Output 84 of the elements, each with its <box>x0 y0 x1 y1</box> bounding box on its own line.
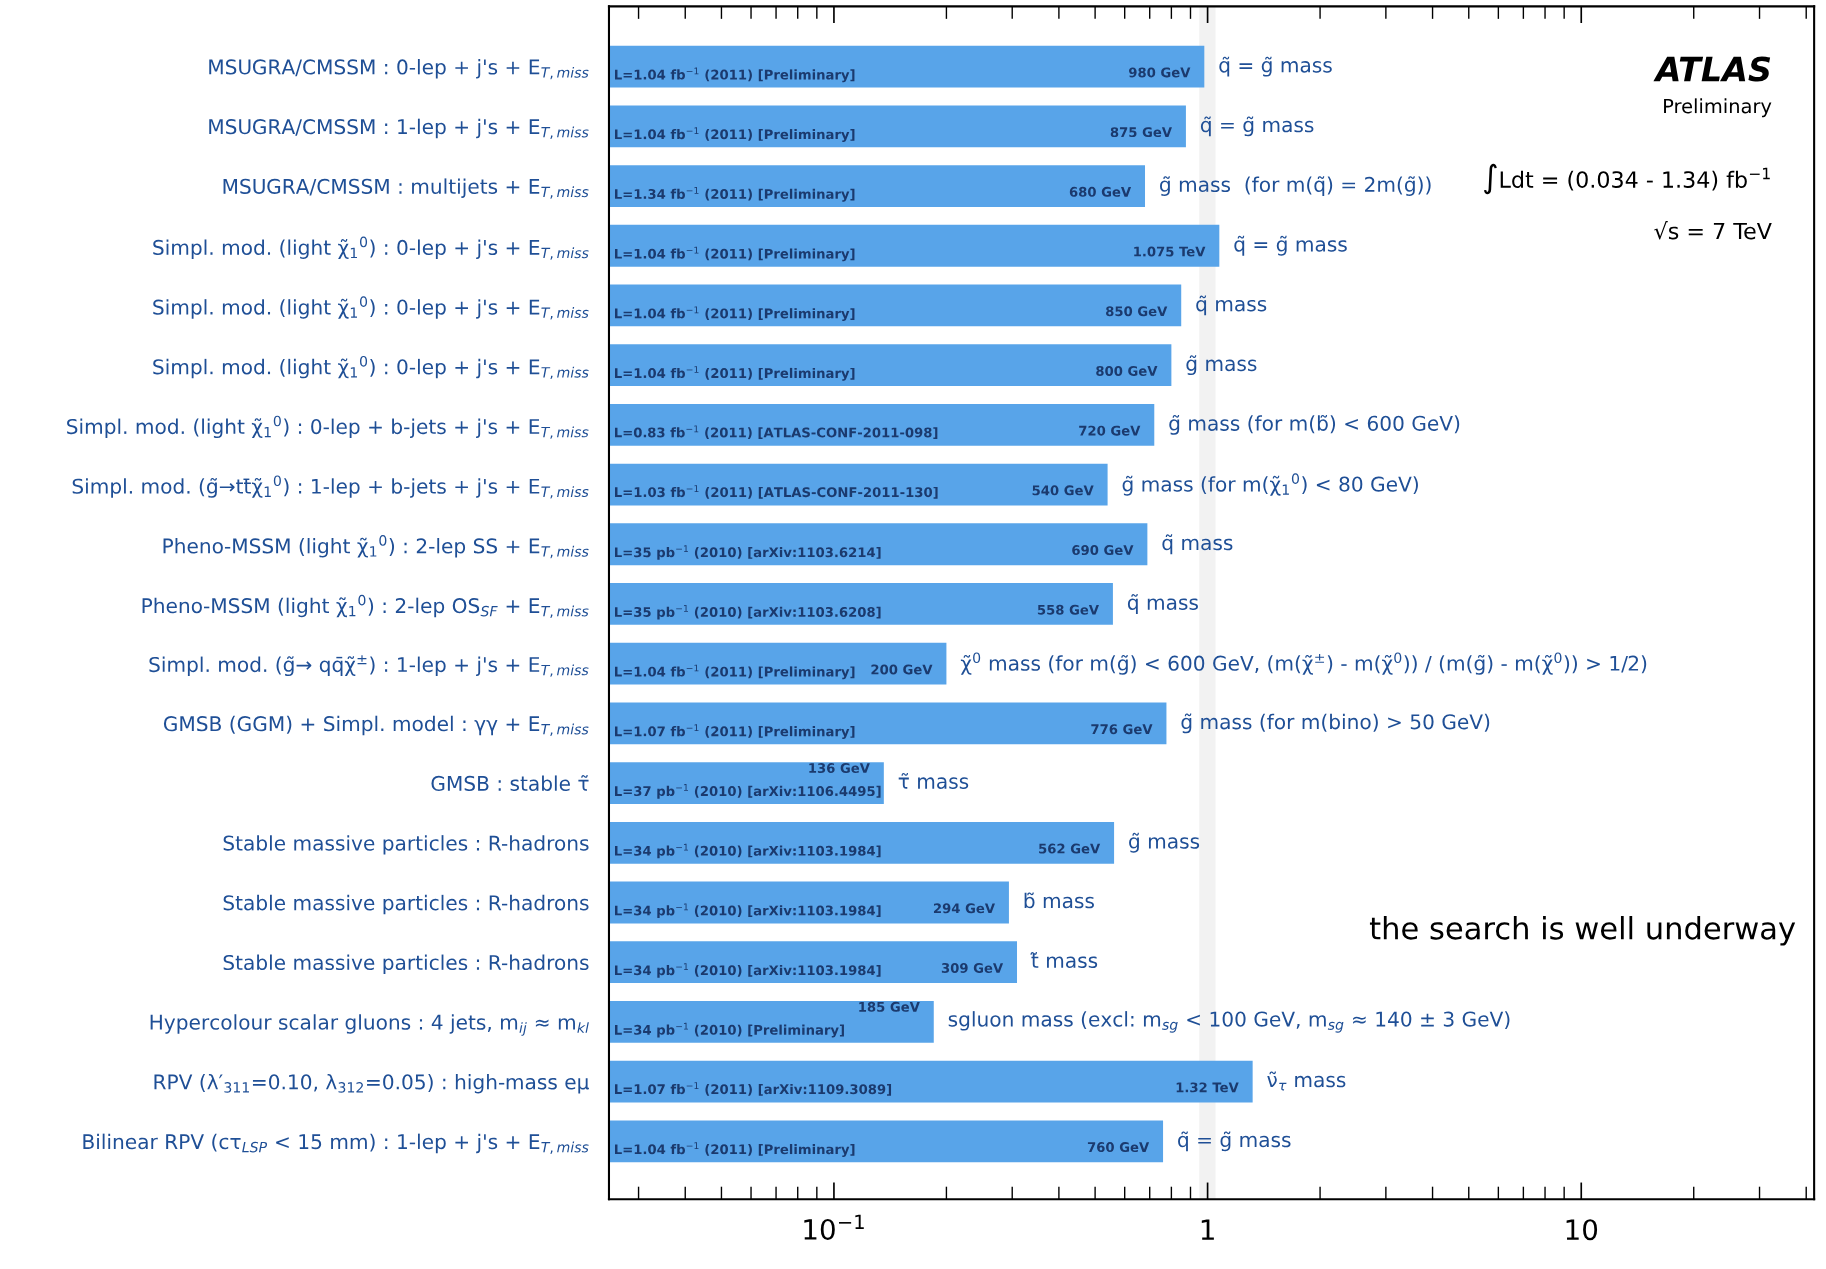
annotation: 136 GeV <box>809 763 870 774</box>
y-tick-label: Pheno-MSSM (light χ̃$_{1}$$^{0}$) : 2-lep SS + E$_{T,miss}$ <box>163 535 589 559</box>
y-tick-label: Stable massive particles : R-hadrons <box>223 954 589 975</box>
annotation: 760 GeV <box>1087 1142 1150 1153</box>
annotation: g̃ mass (for m(bino) > 50 GeV) <box>1181 713 1490 734</box>
annotation: 558 GeV <box>1037 604 1099 615</box>
annotation: 200 GeV <box>871 664 933 675</box>
y-tick-label: Hypercolour scalar gluons : 4 jets, m$_{ij}$ ≈ m$_{kl}$ <box>150 1014 589 1036</box>
annotation: 800 GeV <box>1096 365 1158 376</box>
annotation: q̃ = g̃ mass <box>1219 56 1332 77</box>
y-tick-label: Simpl. mod. (g̃→ qq̄χ̃$^{±}$) : 1-lep + j's + E$_{T,miss}$ <box>149 655 589 677</box>
annotation: 875 GeV <box>1110 127 1172 138</box>
annotation: L=1.04 fb$^{−1}$ (2011) [Preliminary] <box>615 127 855 142</box>
annotation: 540 GeV <box>1032 485 1094 496</box>
annotation: L=1.04 fb$^{−1}$ (2011) [Preliminary] <box>615 246 855 262</box>
annotation: g̃ mass <box>1129 832 1200 853</box>
annotation: ν̃$_{τ}$ mass <box>1267 1071 1346 1091</box>
annotation: Preliminary <box>1664 98 1772 118</box>
annotation: 776 GeV <box>1091 724 1153 735</box>
annotation: L=37 pb$^{−1}$ (2010) [arXiv:1106.4495] <box>615 784 881 799</box>
y-tick-label: Simpl. mod. (light χ̃$_{1}$$^{0}$) : 0-lep + j's + E$_{T,miss}$ <box>153 236 589 260</box>
annotation: τ̃ mass <box>898 772 969 789</box>
y-tick-label: GMSB : stable τ̃ <box>431 775 589 792</box>
annotation: ∫Ldt = (0.034 - 1.34) fb$^{−1}$ <box>1483 163 1770 195</box>
annotation: L=1.34 fb$^{−1}$ (2011) [Preliminary] <box>615 187 855 202</box>
annotation: 1.32 TeV <box>1176 1082 1239 1093</box>
y-tick-label: Simpl. mod. (light χ̃$_{1}$$^{0}$) : 0-lep + j's + E$_{T,miss}$ <box>153 356 589 380</box>
annotation: 562 GeV <box>1039 843 1101 854</box>
annotation: q̃ = g̃ mass <box>1200 116 1314 137</box>
annotation: g̃ mass (for m(χ̃$_{1}$$^{0}$) < 80 GeV) <box>1122 473 1418 496</box>
y-tick-label: Pheno-MSSM (light χ̃$_{1}$$^{0}$) : 2-lep OS$_{SF}$ + E$_{T,miss}$ <box>142 594 589 618</box>
y-tick-label: Simpl. mod. (light χ̃$_{1}$$^{0}$) : 0-lep + j's + E$_{T,miss}$ <box>153 296 589 320</box>
annotation: L=35 pb$^{−1}$ (2010) [arXiv:1103.6214] <box>615 545 881 560</box>
annotation: L=34 pb$^{−1}$ (2010) [arXiv:1103.1984] <box>615 963 881 978</box>
annotation: q̃ = g̃ mass <box>1178 1131 1291 1152</box>
annotation: 185 GeV <box>859 1001 920 1012</box>
annotation: 720 GeV <box>1079 425 1141 436</box>
annotation: the search is well underway <box>1369 916 1796 946</box>
y-tick-label: Stable massive particles : R-hadrons <box>223 835 589 855</box>
annotation: 294 GeV <box>933 903 995 914</box>
annotation: t̃ mass <box>1030 952 1098 969</box>
annotation: L=1.04 fb$^{−1}$ (2011) [Preliminary] <box>615 306 855 322</box>
annotation: 309 GeV <box>941 962 1004 973</box>
annotation: 980 GeV <box>1128 67 1191 78</box>
y-tick-label: RPV (λ′$_{311}$=0.10, λ$_{312}$=0.05) : high-mass eμ <box>154 1073 589 1094</box>
annotation: L=1.04 fb$^{−1}$ (2011) [Preliminary] <box>615 366 855 381</box>
annotation: L=1.04 fb$^{−1}$ (2011) [Preliminary] <box>615 1142 855 1157</box>
x-tick-label: 1 <box>1201 1219 1214 1240</box>
x-tick-label: 10$^{−1}$ <box>804 1214 864 1240</box>
annotation: g̃ mass (for m(q̃) = 2m(g̃)) <box>1160 176 1431 196</box>
annotation: 850 GeV <box>1106 306 1168 317</box>
annotation: q̃ mass <box>1127 594 1198 614</box>
annotation: L=1.07 fb$^{−1}$ (2011) [Preliminary] <box>615 724 855 739</box>
annotation: L=1.04 fb$^{−1}$ (2011) [Preliminary] <box>615 664 855 680</box>
annotation: L=1.07 fb$^{−1}$ (2011) [arXiv:1109.3089] <box>615 1082 892 1096</box>
annotation: √s = 7 TeV <box>1654 221 1772 240</box>
y-tick-label: MSUGRA/CMSSM : multijets + E$_{T,miss}$ <box>223 178 589 199</box>
annotation: L=35 pb$^{−1}$ (2010) [arXiv:1103.6208] <box>615 605 881 620</box>
x-tick-label: 10 <box>1566 1219 1598 1241</box>
annotation: sgluon mass (excl: m$_{sg}$ < 100 GeV, m$_{sg}$ ≈ 140 ± 3 GeV) <box>948 1011 1510 1033</box>
y-tick-label: Stable massive particles : R-hadrons <box>223 894 589 915</box>
text: χ̃$^{0}$ mass (for m(g̃) < 600 GeV, (m(χ̃$^{±}$) - m(χ̃$^{0}$)) / (m(g̃) - m(χ̃$^{0}$)) > 1/2) <box>960 652 1647 675</box>
annotation: g̃ mass <box>1186 355 1257 376</box>
annotation: q̃ mass <box>1162 534 1233 555</box>
annotation: q̃ mass <box>1196 295 1267 316</box>
annotation: L=34 pb$^{−1}$ (2010) [arXiv:1103.1984] <box>615 903 881 919</box>
annotation: L=1.03 fb$^{−1}$ (2011) [ATLAS-CONF-2011-130] <box>615 485 938 499</box>
annotation: g̃ mass (for m(b̃) < 600 GeV) <box>1169 414 1460 435</box>
y-tick-label: GMSB (GGM) + Simpl. model : γγ + E$_{T,miss}$ <box>163 715 589 736</box>
y-tick-label: MSUGRA/CMSSM : 1-lep + j's + E$_{T,miss}$ <box>209 118 589 139</box>
y-tick-label: Simpl. mod. (light χ̃$_{1}$$^{0}$) : 0-lep + b-jets + j's + E$_{T,miss}$ <box>67 415 589 439</box>
annotation: 1.075 TeV <box>1134 246 1206 257</box>
annotation: ATLAS <box>1653 56 1771 82</box>
y-tick-label: MSUGRA/CMSSM : 0-lep + j's + E$_{T,miss}$ <box>209 58 589 80</box>
annotation: L=34 pb$^{−1}$ (2010) [arXiv:1103.1984] <box>615 843 881 859</box>
annotation: L=0.83 fb$^{−1}$ (2011) [ATLAS-CONF-2011-098] <box>615 425 938 439</box>
y-tick-label: Simpl. mod. (g̃→tt̄χ̃$_{1}$$^{0}$) : 1-lep + b-jets + j's + E$_{T,miss}$ <box>72 475 589 499</box>
annotation: b̃ mass <box>1024 892 1094 909</box>
annotation: L=1.04 fb$^{−1}$ (2011) [Preliminary] <box>615 67 855 83</box>
y-tick-label: Bilinear RPV (cτ$_{LSP}$ < 15 mm) : 1-lep + j's + E$_{T,miss}$ <box>83 1133 589 1154</box>
annotation: L=34 pb$^{−1}$ (2010) [Preliminary] <box>615 1022 844 1038</box>
annotation: 680 GeV <box>1069 186 1132 197</box>
annotation: 690 GeV <box>1072 545 1134 556</box>
annotation: q̃ = g̃ mass <box>1234 235 1347 256</box>
